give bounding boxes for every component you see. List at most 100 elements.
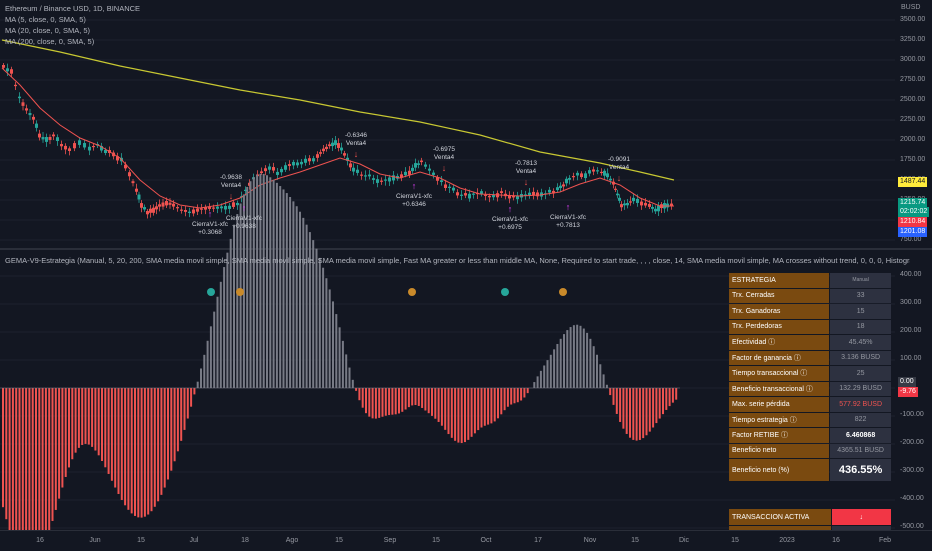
candle-body: [340, 147, 343, 151]
histogram-bar: [84, 388, 87, 444]
histogram-bar: [54, 388, 57, 510]
histogram-bar: [394, 388, 397, 415]
histogram-bar: [431, 388, 433, 416]
strategy-value: 822: [830, 412, 891, 427]
osc-axis-label: -300.00: [900, 467, 924, 474]
time-axis[interactable]: [0, 530, 932, 551]
candle-body: [264, 168, 267, 172]
candle-body: [452, 187, 455, 191]
histogram-bar: [312, 240, 315, 388]
histogram-bar: [464, 388, 466, 443]
histogram-bar: [101, 388, 103, 461]
sell-arrow-icon: ↓: [441, 163, 447, 173]
candle-body: [651, 206, 654, 209]
strategy-value: 132.29 BUSD: [830, 381, 891, 396]
strategy-label: Trx. Perdedoras: [729, 319, 830, 334]
symbol-title[interactable]: Ethereum / Binance USD, 1D, BINANCE: [5, 4, 141, 13]
histogram-bar: [427, 388, 430, 414]
histogram-bar: [407, 388, 410, 408]
histogram-bar: [8, 388, 11, 531]
ma200-line: [1, 39, 675, 181]
active-trade-direction: ↓: [831, 509, 891, 525]
candle-body: [572, 176, 575, 178]
candle-body: [596, 170, 599, 172]
sell-annotation: -0.9638 Venta4: [219, 174, 243, 189]
histogram-bar: [48, 388, 51, 532]
indicator-ma5[interactable]: MA (5, close, 0, SMA, 5): [5, 15, 86, 24]
osc-axis-label: -400.00: [900, 495, 924, 502]
indicator-ma200[interactable]: MA (200, close, 0, SMA, 5): [5, 37, 95, 46]
histogram-bar: [18, 388, 21, 550]
histogram-bar: [480, 388, 483, 428]
sell-arrow-icon: ↓: [523, 177, 529, 187]
time-axis-label: Dic: [678, 537, 690, 544]
candle-body: [204, 206, 207, 210]
strategy-row: Factor de ganancia ⓘ 3.136 BUSD: [729, 350, 891, 365]
candle-body: [440, 180, 443, 183]
histogram-bar: [302, 217, 305, 388]
candle-body: [192, 209, 195, 214]
candle-body: [480, 191, 483, 195]
osc-axis-label: 200.00: [900, 327, 922, 334]
strategy-indicator-title[interactable]: GEMA-V9-Estrategia (Manual, 5, 20, 200, …: [5, 256, 910, 265]
indicator-ma20[interactable]: MA (20, close, 0, SMA, 5): [5, 26, 91, 35]
candle-body: [640, 201, 643, 206]
candle-body: [158, 204, 161, 207]
histogram-bar: [213, 311, 216, 388]
signal-dot-buy: [207, 288, 215, 296]
time-axis-label: Sep: [383, 537, 397, 544]
candle-body: [180, 209, 183, 211]
candle-body: [331, 142, 334, 147]
close-arrow-icon: ↑: [507, 204, 513, 214]
candle-body: [10, 69, 13, 74]
price-axis-label: 2250.00: [900, 116, 926, 123]
candle-body: [296, 162, 299, 166]
candle-body: [276, 171, 279, 175]
histogram-bar: [200, 368, 202, 388]
histogram-bar: [424, 388, 427, 411]
osc-tag: 0.00: [898, 377, 916, 387]
histogram-bar: [35, 388, 37, 550]
histogram-bar: [500, 388, 503, 415]
histogram-bar: [25, 388, 28, 550]
histogram-bar: [490, 388, 493, 424]
histogram-bar: [147, 388, 150, 515]
candle-body: [464, 193, 467, 196]
strategy-row: Beneficio neto (%) 436.55%: [729, 459, 891, 481]
histogram-bar: [553, 349, 556, 388]
candle-body: [14, 84, 17, 87]
candle-body: [472, 193, 475, 195]
candle-body: [319, 152, 322, 154]
histogram-bar: [662, 388, 664, 415]
candle-body: [45, 137, 48, 142]
strategy-value: 45.45%: [830, 335, 891, 350]
histogram-bar: [384, 388, 387, 416]
candle-body: [404, 171, 407, 176]
histogram-bar: [269, 177, 272, 388]
candle-body: [484, 194, 487, 196]
close-arrow-icon: ↑: [207, 209, 213, 219]
histogram-bar: [665, 388, 668, 410]
histogram-bar: [44, 388, 47, 541]
candle-body: [200, 208, 203, 210]
histogram-bar: [460, 388, 463, 444]
strategy-label: Max. serie pérdida: [729, 397, 830, 412]
strategy-value: 25: [830, 366, 891, 381]
candle-body: [618, 197, 621, 201]
strategy-value: 6.460868: [830, 428, 891, 443]
histogram-bar: [308, 232, 311, 388]
candle-body: [300, 161, 303, 165]
candle-body: [146, 211, 149, 215]
close-annotation: CierraV1-xfc +0.3068: [191, 221, 229, 236]
histogram-bar: [219, 281, 222, 388]
candle-body: [337, 143, 340, 148]
histogram-bar: [658, 388, 661, 419]
close-arrow-icon: ↑: [411, 181, 417, 191]
histogram-bar: [252, 177, 255, 388]
histogram-bar: [625, 388, 628, 434]
strategy-row: Trx. Ganadoras 15: [729, 304, 891, 319]
histogram-bar: [170, 388, 173, 471]
histogram-bar: [186, 388, 189, 419]
osc-axis-label: 300.00: [900, 299, 922, 306]
candle-body: [18, 96, 21, 99]
